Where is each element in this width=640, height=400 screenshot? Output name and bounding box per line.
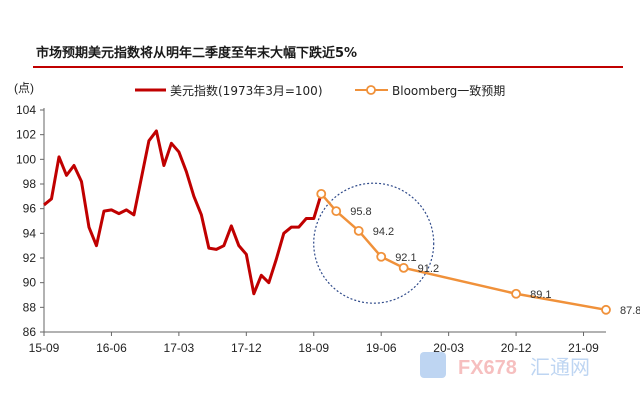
x-tick-label: 15-09 (29, 341, 60, 355)
forecast-data-label: 94.2 (373, 226, 394, 238)
y-tick-label: 96 (23, 202, 37, 216)
x-tick-label: 17-03 (164, 341, 195, 355)
forecast-point (398, 262, 409, 273)
forecast-data-label: 92.1 (395, 252, 416, 264)
x-tick-label: 20-03 (433, 341, 464, 355)
forecast-data-label: 89.1 (530, 289, 551, 301)
forecast-point (511, 288, 521, 299)
y-tick-label: 98 (23, 177, 37, 191)
watermark-text-2: 汇通网 (530, 355, 590, 379)
y-tick-label: 94 (23, 226, 37, 240)
x-tick-label: 20-12 (501, 341, 532, 355)
y-tick-label: 90 (23, 276, 37, 290)
y-tick-label: 92 (23, 251, 37, 265)
forecast-data-label: 91.2 (418, 263, 439, 275)
forecast-point (376, 251, 387, 262)
x-tick-label: 16-06 (96, 341, 127, 355)
axes (43, 108, 606, 333)
forecast-data-label: 87.8 (620, 305, 640, 317)
watermark: FX678 汇通网 (420, 352, 590, 379)
forecast-point (316, 188, 327, 199)
forecast-point (601, 304, 611, 315)
x-tick-label: 17-12 (231, 341, 262, 355)
chart-title: 市场预期美元指数将从明年二季度至年末大幅下跌近5% (36, 46, 358, 61)
forecast-point (353, 225, 364, 236)
series-line-dollar-index (43, 129, 323, 296)
legend: 美元指数(1973年3月=100) Bloomberg一致预期 (135, 83, 505, 98)
x-tick-label: 19-06 (366, 341, 397, 355)
legend-label-dollar-index: 美元指数(1973年3月=100) (170, 83, 323, 98)
y-tick-label: 104 (16, 103, 36, 117)
forecast-data-label: 95.8 (350, 206, 371, 218)
y-axis-label: (点) (14, 81, 34, 95)
forecast-highlight-circle (313, 182, 435, 304)
forecast-point (331, 206, 342, 217)
y-tick-label: 102 (16, 128, 36, 142)
y-tick-label: 100 (16, 152, 36, 166)
series-layer: 95.894.2 92.191.2 89.1 87.8 (43, 129, 640, 317)
legend-marker-forecast (366, 85, 376, 95)
y-ticks: 86 88 90 92 94 96 98 100 102 104 (16, 103, 44, 339)
x-ticks: 15-09 16-06 17-03 17-12 18-09 19-06 20-03 20-12… (29, 332, 599, 355)
y-tick-label: 88 (23, 300, 37, 314)
y-tick-label: 86 (23, 325, 37, 339)
legend-label-forecast: Bloomberg一致预期 (392, 84, 505, 98)
watermark-text-1: FX678 (458, 357, 517, 379)
watermark-logo (420, 352, 446, 378)
title-rule (33, 66, 623, 68)
x-tick-label: 18-09 (298, 341, 329, 355)
x-tick-label: 21-09 (568, 341, 599, 355)
